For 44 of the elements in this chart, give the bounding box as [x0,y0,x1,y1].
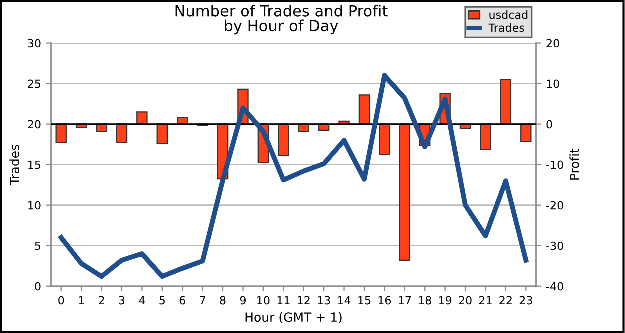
y2-tick-label: -20 [546,201,564,210]
x-tick-label: 7 [200,296,206,305]
y2-tick-label: 20 [546,39,560,48]
y-tick-label: 30 [28,39,41,48]
y2-tick-label: -10 [546,160,564,170]
legend-label: usdcad [490,10,528,20]
x-tick-label: 3 [119,296,125,305]
x-tick-label: 22 [500,296,512,305]
y-tick-label: 15 [28,160,41,170]
x-tick-label: 17 [399,296,412,305]
x-tick-label: 21 [479,296,492,305]
x-tick-label: 0 [58,296,64,305]
x-tick-label: 6 [180,296,186,305]
x-tick-label: 14 [338,296,351,305]
y-tick-label: 0 [35,282,41,291]
x-tick-label: 19 [439,296,452,305]
y2-tick-label: 10 [547,80,560,88]
x-tick-label: 11 [278,296,290,305]
x-tick-label: 1 [79,296,84,305]
x-tick-label: 12 [298,296,310,305]
x-tick-label: 16 [378,296,392,305]
x-tick-label: 15 [358,296,371,305]
x-tick-label: 2 [99,296,104,305]
x-tick-label: 13 [318,296,330,305]
chart-title: Number of Trades and Profit by Hour of Day [176,4,388,35]
y2-tick-label: -40 [546,282,564,291]
x-tick-label: 5 [160,296,165,305]
x-tick-label: 9 [240,296,246,305]
y2-axis-title: Profit [570,148,580,180]
x-tick-label: 20 [459,296,472,305]
y-tick-label: 5 [35,242,41,250]
y-tick-label: 10 [28,201,41,210]
x-tick-label: 4 [139,296,146,305]
x-tick-label: 18 [419,296,432,305]
y-tick-label: 25 [28,80,41,88]
y-tick-label: 20 [28,120,41,129]
y2-tick-label: 0 [546,120,552,129]
x-tick-label: 8 [220,296,226,305]
y-axis-title: Trades [10,145,20,186]
legend-label: Trades [488,24,524,32]
x-axis-title: Hour (GMT + 1) [246,312,342,324]
y2-tick-label: -30 [546,242,564,250]
x-tick-label: 10 [258,296,270,305]
x-tick-label: 23 [520,296,532,305]
